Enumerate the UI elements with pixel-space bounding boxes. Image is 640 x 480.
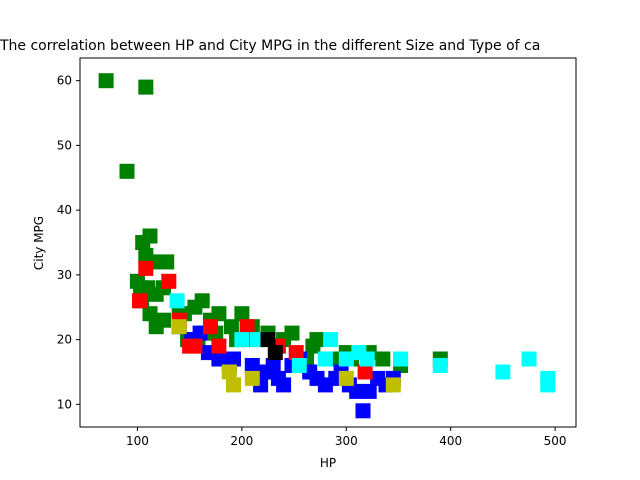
scatter-point xyxy=(267,345,283,361)
scatter-point xyxy=(138,260,154,276)
axes-frame xyxy=(79,57,577,428)
scatter-point xyxy=(119,163,135,179)
scatter-point xyxy=(393,351,409,367)
y-tick-label: 60 xyxy=(57,74,72,88)
scatter-point xyxy=(540,377,556,393)
plot-area xyxy=(98,73,556,419)
scatter-point xyxy=(159,254,175,270)
scatter-point xyxy=(203,319,218,335)
x-axis-label: HP xyxy=(320,456,336,470)
scatter-point xyxy=(244,358,260,373)
scatter-point xyxy=(169,293,185,309)
scatter-point xyxy=(223,319,239,335)
scatter-point xyxy=(317,351,333,367)
scatter-point xyxy=(276,377,292,393)
y-tick-label: 10 xyxy=(57,397,72,411)
scatter-point xyxy=(309,332,325,348)
y-axis: 10 20 30 40 50 60 xyxy=(57,74,80,411)
scatter-point xyxy=(171,319,187,335)
y-tick-label: 20 xyxy=(57,333,72,347)
scatter-point xyxy=(357,364,373,380)
scatter-point xyxy=(359,351,375,367)
y-tick-label: 30 xyxy=(57,268,72,282)
scatter-point xyxy=(226,377,241,393)
scatter-point xyxy=(338,351,354,367)
scatter-point xyxy=(349,383,365,399)
scatter-point xyxy=(194,293,210,309)
scatter-point xyxy=(239,319,255,335)
scatter-point xyxy=(355,403,371,419)
scatter-point xyxy=(234,306,250,322)
scatter-point xyxy=(98,73,114,89)
scatter-point xyxy=(284,325,300,341)
x-tick-label: 400 xyxy=(439,434,462,448)
scatter-point xyxy=(138,79,154,95)
scatter-point xyxy=(226,351,241,367)
scatter-point xyxy=(156,312,171,328)
y-tick-label: 40 xyxy=(57,203,72,217)
scatter-point xyxy=(211,306,227,322)
scatter-point xyxy=(132,293,147,309)
scatter-point xyxy=(187,338,203,354)
scatter-point xyxy=(338,370,354,386)
x-tick-label: 500 xyxy=(544,434,567,448)
scatter-point xyxy=(142,306,158,322)
scatter-point xyxy=(161,273,177,289)
scatter-point xyxy=(432,358,448,373)
x-axis: 100 200 300 400 500 xyxy=(126,427,567,448)
scatter-point xyxy=(323,332,339,348)
scatter-point xyxy=(234,332,250,348)
x-tick-label: 200 xyxy=(230,434,253,448)
y-tick-label: 50 xyxy=(57,138,72,152)
chart-title: The correlation between HP and City MPG … xyxy=(0,38,540,54)
x-tick-label: 100 xyxy=(126,434,149,448)
scatter-point xyxy=(385,377,401,393)
scatter-point xyxy=(521,351,537,367)
scatter-point xyxy=(265,358,281,373)
scatter-point xyxy=(495,364,511,380)
scatter-point xyxy=(291,358,307,373)
scatter-point xyxy=(221,364,237,380)
scatter-point xyxy=(260,332,276,348)
scatter-point xyxy=(361,383,377,399)
scatter-point xyxy=(211,338,227,354)
scatter-point xyxy=(135,235,151,250)
x-tick-label: 300 xyxy=(335,434,358,448)
scatter-point xyxy=(288,345,304,361)
y-axis-label: City MPG xyxy=(32,216,46,270)
scatter-point xyxy=(244,370,260,386)
scatter-point xyxy=(375,351,391,367)
